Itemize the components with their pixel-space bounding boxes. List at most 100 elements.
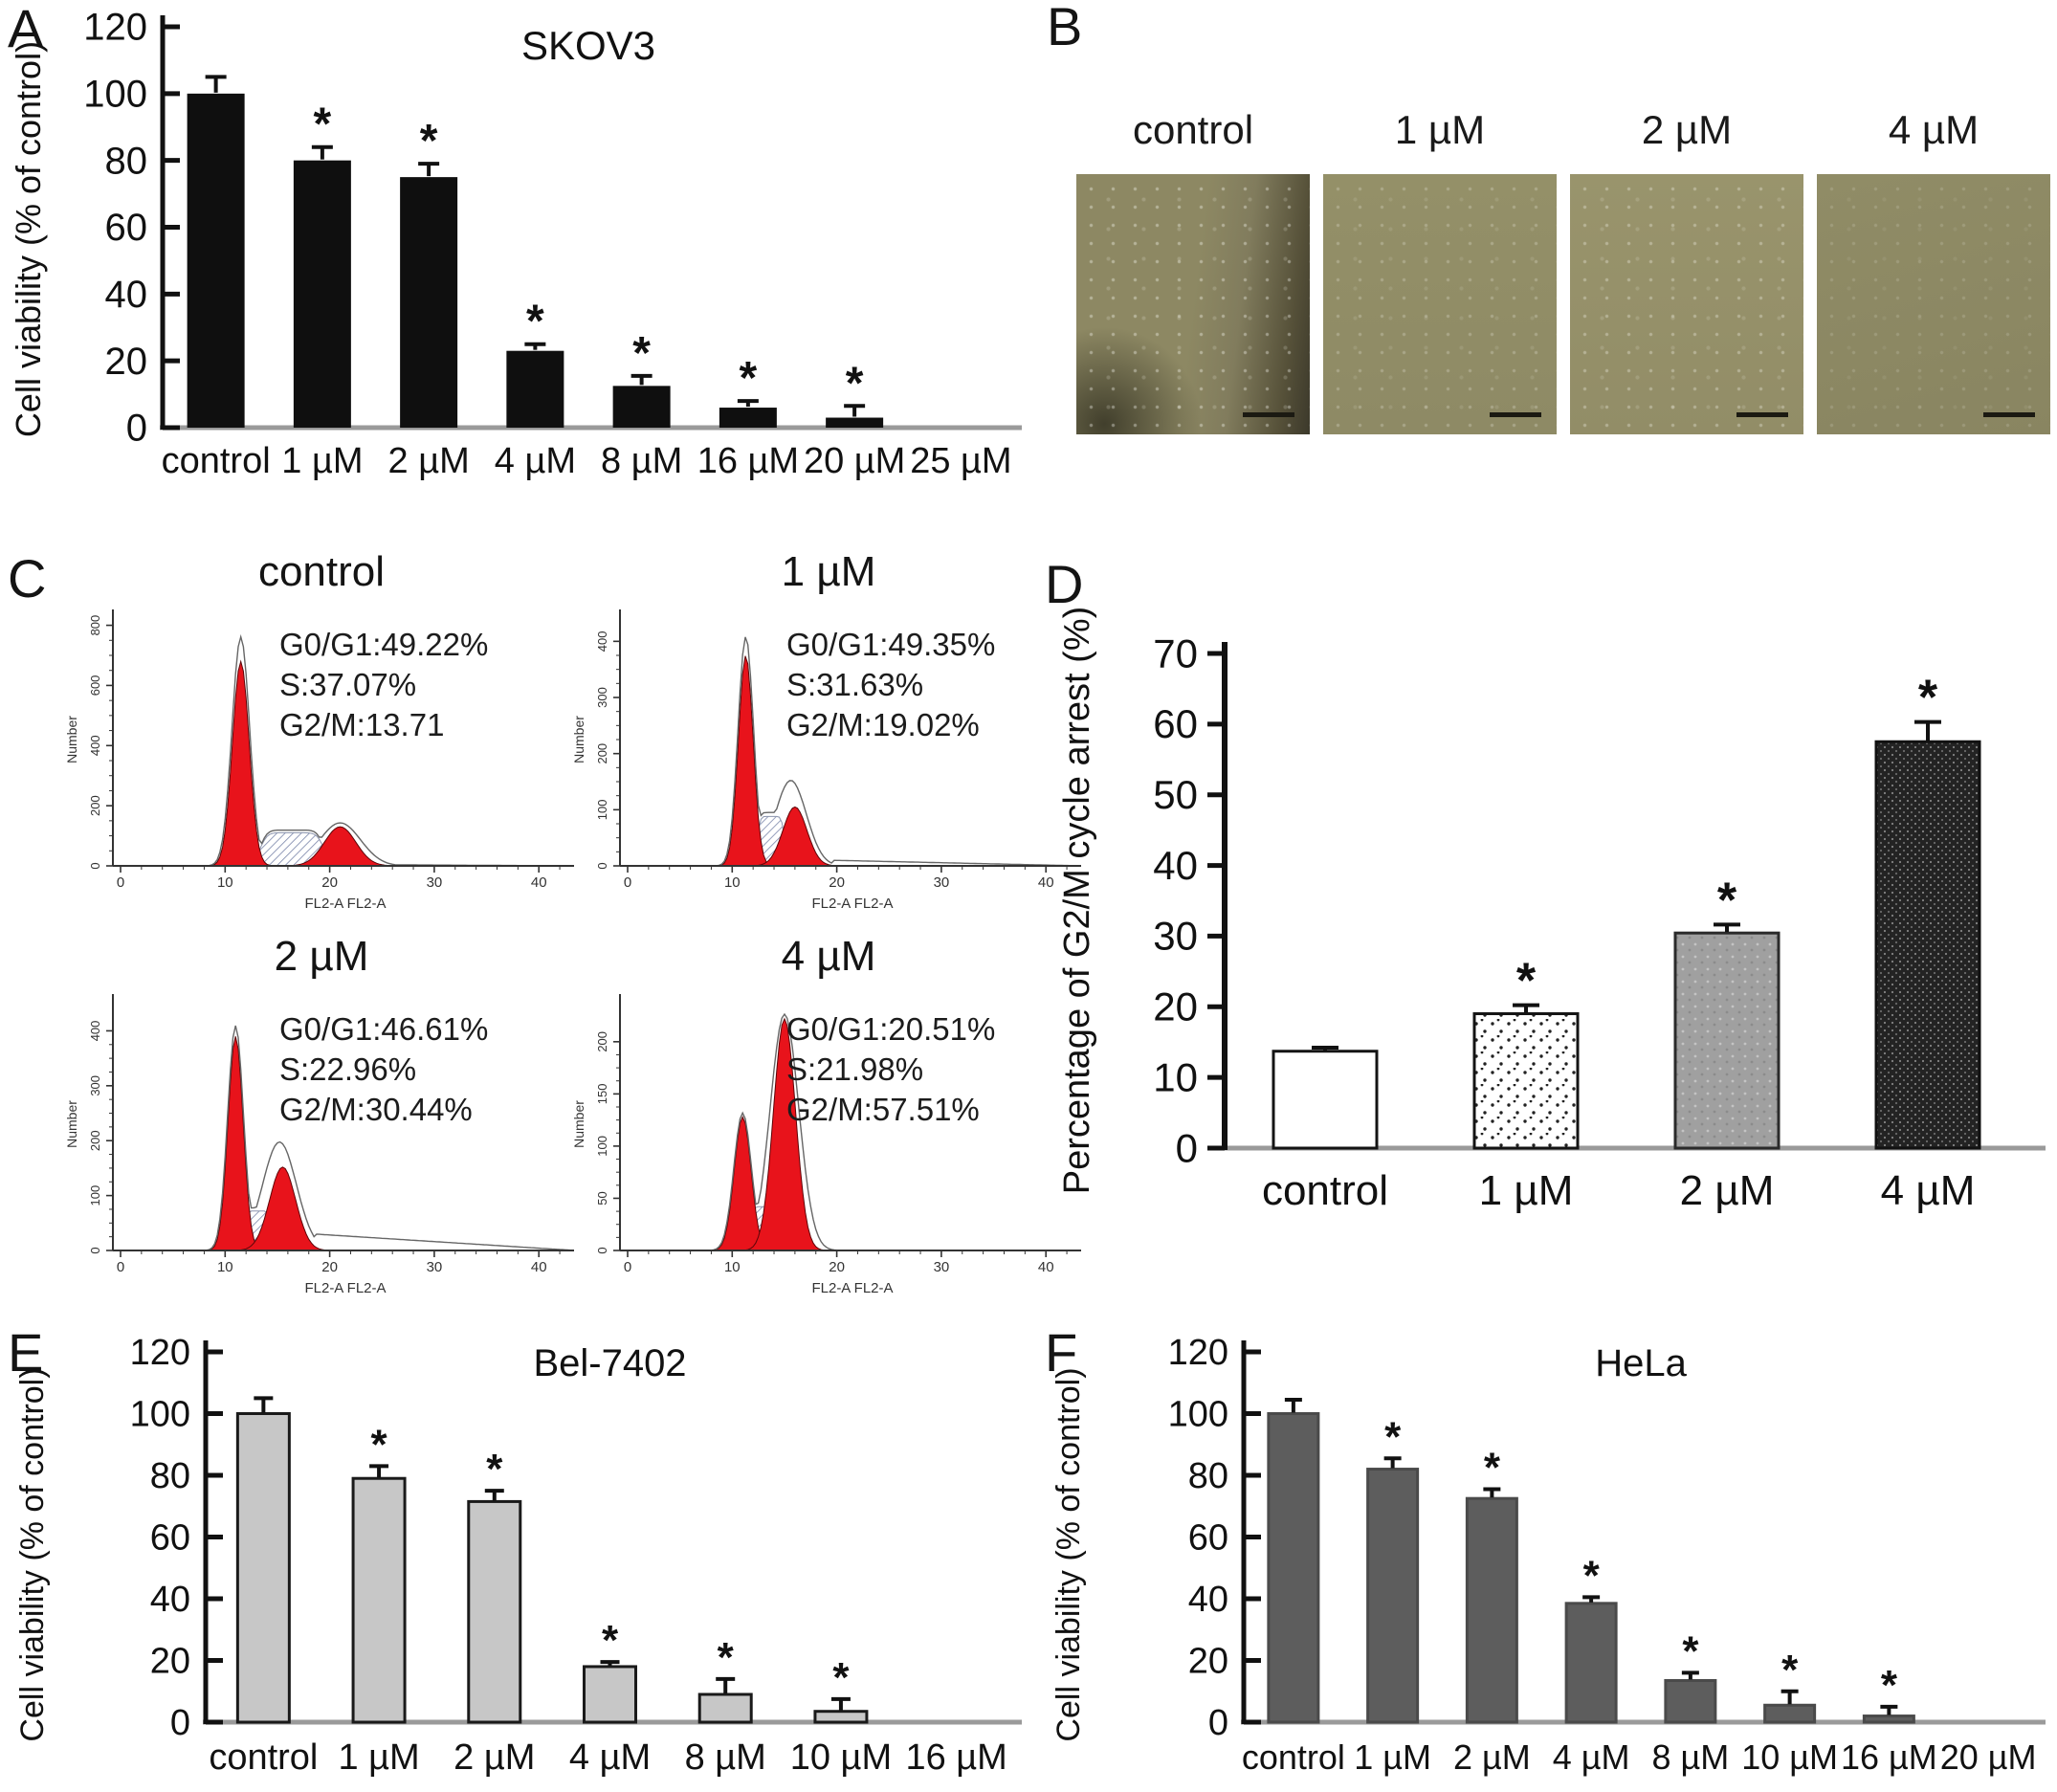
svg-text:20 µM: 20 µM: [804, 441, 905, 481]
svg-text:20: 20: [150, 1641, 190, 1681]
panel-label-f: F: [1045, 1322, 1078, 1383]
panel-c: C control 0 10 20 30 40 0 200 400 600 800 Number FL…: [0, 531, 1081, 1320]
svg-text:*: *: [526, 297, 544, 347]
svg-text:120: 120: [1168, 1333, 1228, 1373]
svg-text:*: *: [1781, 1647, 1799, 1693]
svg-text:0: 0: [88, 1247, 102, 1253]
svg-text:100: 100: [595, 799, 609, 820]
svg-text:4 µM: 4 µM: [1553, 1737, 1630, 1777]
svg-text:control: control: [1262, 1167, 1388, 1214]
svg-text:60: 60: [1188, 1517, 1228, 1558]
svg-text:100: 100: [1168, 1394, 1228, 1434]
svg-text:*: *: [1682, 1627, 1699, 1674]
svg-text:200: 200: [88, 1130, 102, 1151]
stat-g0g1: G0/G1:49.22%: [279, 627, 489, 662]
micrograph-label-1um: 1 µM: [1394, 107, 1486, 152]
svg-text:60: 60: [105, 207, 148, 249]
svg-text:40: 40: [531, 1259, 547, 1275]
micrograph-label-2um: 2 µM: [1641, 107, 1733, 152]
svg-text:*: *: [314, 100, 332, 150]
svg-text:100: 100: [130, 1394, 190, 1434]
histogram-title: 4 µM: [781, 933, 876, 980]
svg-text:200: 200: [595, 1031, 609, 1052]
svg-text:0: 0: [595, 1247, 609, 1253]
svg-text:50: 50: [595, 1191, 609, 1205]
panel-label-d: D: [1045, 554, 1084, 614]
panel-label-e: E: [8, 1322, 44, 1383]
svg-text:0: 0: [1176, 1125, 1198, 1170]
cell-cycle-stats: G0/G1:46.61% S:22.96% G2/M:30.44%: [279, 1009, 488, 1131]
svg-text:10: 10: [217, 1259, 233, 1275]
svg-text:400: 400: [595, 631, 609, 652]
svg-text:10: 10: [724, 874, 741, 891]
histogram-title: control: [257, 548, 386, 595]
svg-text:FL2-A FL2-A: FL2-A FL2-A: [304, 1280, 386, 1296]
svg-text:30: 30: [934, 1259, 950, 1275]
svg-text:40: 40: [1038, 1259, 1054, 1275]
svg-text:*: *: [632, 328, 651, 379]
svg-text:control: control: [162, 441, 271, 481]
svg-text:400: 400: [88, 735, 102, 756]
svg-text:20: 20: [321, 1259, 338, 1275]
panel-d: D 0 10 20 30 40 50 60 70 control * 1 µM * 2 µM * 4 µM P…: [1033, 531, 2057, 1320]
panel-label-c: C: [8, 548, 47, 608]
svg-text:40: 40: [105, 274, 148, 316]
svg-text:*: *: [1484, 1445, 1501, 1492]
svg-text:0: 0: [117, 1259, 124, 1275]
svg-text:30: 30: [934, 874, 950, 891]
svg-text:FL2-A FL2-A: FL2-A FL2-A: [304, 896, 386, 912]
stat-g0g1: G0/G1:46.61%: [279, 1011, 489, 1047]
svg-text:100: 100: [595, 1136, 609, 1157]
svg-text:FL2-A FL2-A: FL2-A FL2-A: [811, 896, 893, 912]
stat-g2m: G2/M:13.71: [279, 707, 445, 743]
svg-text:20: 20: [1153, 984, 1198, 1029]
svg-text:0: 0: [126, 408, 147, 450]
svg-text:16 µM: 16 µM: [697, 441, 799, 481]
svg-text:120: 120: [130, 1333, 190, 1373]
scale-bar: [1983, 412, 2035, 417]
stat-g2m: G2/M:19.02%: [786, 707, 980, 743]
bel7402-viability-bar-chart: 0 20 40 60 80 100 120 control * 1 µM * 2 µM * 4 µM * 8 …: [14, 1333, 1022, 1778]
svg-text:Percentage of G2/M cycle arres: Percentage of G2/M cycle arrest (%): [1057, 607, 1097, 1195]
svg-text:2 µM: 2 µM: [1453, 1737, 1531, 1777]
svg-text:50: 50: [1153, 772, 1198, 817]
svg-text:16 µM: 16 µM: [1841, 1737, 1937, 1777]
svg-text:HeLa: HeLa: [1595, 1342, 1687, 1384]
cell-cycle-stats: G0/G1:49.22% S:37.07% G2/M:13.71: [279, 625, 488, 746]
svg-text:Number: Number: [571, 716, 586, 763]
svg-text:0: 0: [117, 874, 124, 891]
panel-f: F 0 20 40 60 80 100 120 control * 1 µM * 2 µM * 4 µM *…: [1033, 1320, 2057, 1792]
svg-text:0: 0: [595, 862, 609, 869]
svg-text:8 µM: 8 µM: [1651, 1737, 1729, 1777]
svg-text:300: 300: [88, 1075, 102, 1096]
svg-text:40: 40: [1153, 843, 1198, 888]
svg-text:10 µM: 10 µM: [1741, 1737, 1838, 1777]
svg-text:*: *: [1516, 954, 1537, 1009]
svg-text:20: 20: [105, 341, 148, 383]
svg-text:*: *: [1717, 873, 1737, 928]
svg-text:30: 30: [427, 1259, 443, 1275]
svg-text:*: *: [602, 1617, 619, 1664]
svg-text:*: *: [1918, 671, 1938, 726]
svg-text:1 µM: 1 µM: [1479, 1167, 1574, 1214]
micrograph-label-control: control: [1132, 107, 1254, 152]
stat-g0g1: G0/G1:49.35%: [786, 627, 996, 662]
svg-text:100: 100: [83, 73, 147, 115]
svg-text:40: 40: [1188, 1580, 1228, 1620]
stat-s: S:37.07%: [279, 667, 417, 703]
micrograph-control: [1076, 174, 1310, 434]
svg-text:20: 20: [321, 874, 338, 891]
svg-text:*: *: [740, 353, 758, 404]
svg-text:20: 20: [829, 874, 845, 891]
svg-text:25 µM: 25 µM: [910, 441, 1011, 481]
skov3-viability-bar-chart: 0 20 40 60 80 100 120 control * 1 µM * 2 µM * 4 µM * 8 …: [9, 7, 1022, 481]
svg-text:control: control: [1242, 1737, 1345, 1777]
svg-text:10: 10: [724, 1259, 741, 1275]
svg-text:*: *: [1384, 1413, 1402, 1460]
svg-text:*: *: [846, 358, 864, 409]
svg-text:control: control: [209, 1737, 318, 1778]
stat-g2m: G2/M:30.44%: [279, 1092, 473, 1128]
flow-histogram-4um-plot: 0 10 20 30 40 0 50 100 150 200 Number FL2-A FL2-A: [571, 994, 1081, 1296]
svg-text:4 µM: 4 µM: [495, 441, 576, 481]
